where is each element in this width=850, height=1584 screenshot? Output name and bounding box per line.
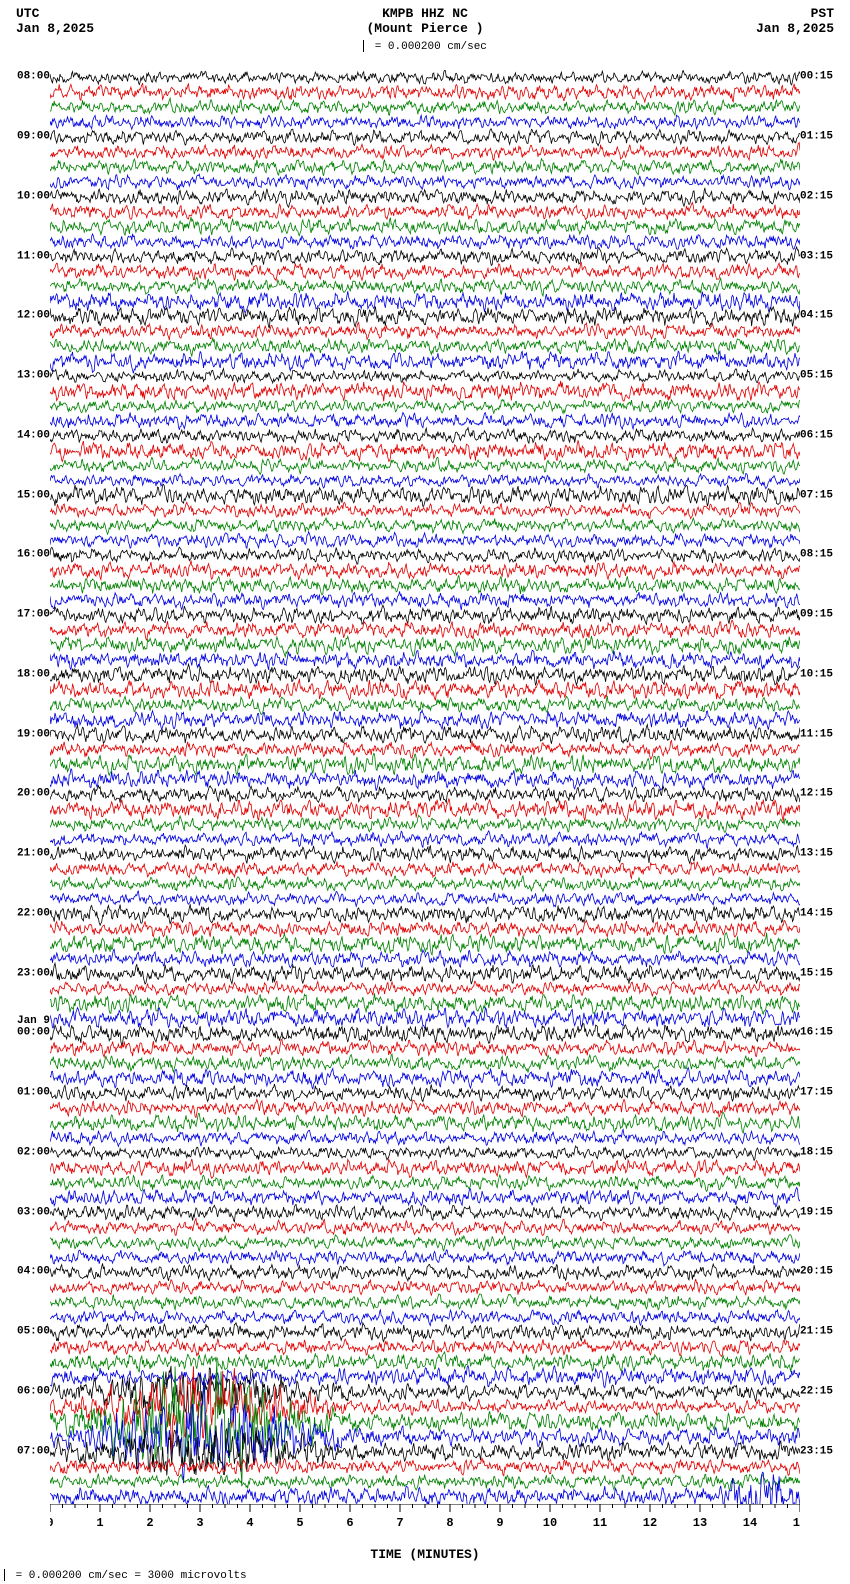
pst-hour-label: 21:15: [800, 1327, 848, 1338]
utc-day-break: Jan 9: [2, 1015, 50, 1027]
utc-hour-label: 23:00: [2, 968, 50, 979]
header-center: KMPB HHZ NC (Mount Pierce ): [0, 6, 850, 36]
utc-hour-label: 16:00: [2, 550, 50, 561]
svg-text:7: 7: [396, 1516, 403, 1530]
pst-hour-label: 19:15: [800, 1207, 848, 1218]
pst-hour-label: 18:15: [800, 1147, 848, 1158]
scale-bar-icon: [363, 40, 364, 52]
utc-hour-label: 04:00: [2, 1267, 50, 1278]
scale-text: = 0.000200 cm/sec: [375, 41, 487, 53]
svg-text:5: 5: [296, 1516, 303, 1530]
svg-text:0: 0: [50, 1516, 54, 1530]
footer-text: = 0.000200 cm/sec = 3000 microvolts: [16, 1570, 247, 1582]
pst-hour-label: 01:15: [800, 132, 848, 143]
svg-text:13: 13: [693, 1516, 707, 1530]
pst-hour-label: 10:15: [800, 669, 848, 680]
pst-hour-label: 08:15: [800, 550, 848, 561]
utc-hour-label: 08:00: [2, 72, 50, 83]
utc-hour-label: 01:00: [2, 1088, 50, 1099]
svg-text:4: 4: [246, 1516, 253, 1530]
pst-hour-label: 14:15: [800, 908, 848, 919]
pst-hour-label: 13:15: [800, 849, 848, 860]
utc-hour-label: 05:00: [2, 1327, 50, 1338]
date-right: Jan 8,2025: [756, 21, 834, 36]
x-axis-ticks: 0123456789101112131415: [50, 1504, 800, 1544]
utc-hour-label: 02:00: [2, 1147, 50, 1158]
station-name: (Mount Pierce ): [0, 21, 850, 36]
svg-text:8: 8: [446, 1516, 453, 1530]
station-code: KMPB HHZ NC: [0, 6, 850, 21]
svg-text:12: 12: [643, 1516, 657, 1530]
pst-hour-label: 16:15: [800, 1028, 848, 1039]
x-axis: 0123456789101112131415: [50, 1504, 800, 1544]
utc-hour-label: 12:00: [2, 311, 50, 322]
svg-text:10: 10: [543, 1516, 557, 1530]
utc-hour-label: 11:00: [2, 251, 50, 262]
pst-hour-label: 23:15: [800, 1446, 848, 1457]
svg-text:9: 9: [496, 1516, 503, 1530]
x-axis-title: TIME (MINUTES): [0, 1547, 850, 1562]
utc-hour-label: 13:00: [2, 371, 50, 382]
pst-time-labels: 00:15 01:15 02:15 03:15 04:15 05:15 06:15 07:15…: [800, 70, 848, 1504]
utc-hour-label: 06:00: [2, 1386, 50, 1397]
seismogram-page: UTC Jan 8,2025 KMPB HHZ NC (Mount Pierce…: [0, 0, 850, 1584]
utc-hour-label: 17:00: [2, 610, 50, 621]
scale-bar-icon: [4, 1569, 5, 1581]
svg-text:1: 1: [96, 1516, 103, 1530]
svg-text:14: 14: [743, 1516, 757, 1530]
footer-scale: = 0.000200 cm/sec = 3000 microvolts: [4, 1569, 247, 1582]
utc-hour-label: 00:00: [2, 1028, 50, 1039]
pst-hour-label: 09:15: [800, 610, 848, 621]
utc-hour-label: 22:00: [2, 908, 50, 919]
helicorder-traces: [50, 70, 800, 1504]
pst-hour-label: 11:15: [800, 729, 848, 740]
utc-hour-label: 21:00: [2, 849, 50, 860]
pst-hour-label: 02:15: [800, 191, 848, 202]
pst-hour-label: 00:15: [800, 72, 848, 83]
utc-hour-label: 20:00: [2, 789, 50, 800]
helicorder-plot: [50, 70, 800, 1504]
pst-hour-label: 04:15: [800, 311, 848, 322]
header-right: PST Jan 8,2025: [756, 6, 834, 36]
utc-hour-label: 14:00: [2, 430, 50, 441]
pst-hour-label: 06:15: [800, 430, 848, 441]
svg-text:2: 2: [146, 1516, 153, 1530]
pst-hour-label: 17:15: [800, 1088, 848, 1099]
pst-hour-label: 15:15: [800, 968, 848, 979]
pst-hour-label: 03:15: [800, 251, 848, 262]
utc-time-labels: 08:00 09:00 10:00 11:00 12:00 13:00 14:00 15:00…: [2, 70, 50, 1504]
utc-hour-label: 09:00: [2, 132, 50, 143]
header-scale: = 0.000200 cm/sec: [0, 40, 850, 53]
svg-text:11: 11: [593, 1516, 607, 1530]
utc-hour-label: 03:00: [2, 1207, 50, 1218]
utc-hour-label: 10:00: [2, 191, 50, 202]
utc-hour-label: 18:00: [2, 669, 50, 680]
pst-hour-label: 22:15: [800, 1386, 848, 1397]
utc-hour-label: 15:00: [2, 490, 50, 501]
utc-hour-label: 19:00: [2, 729, 50, 740]
svg-text:6: 6: [346, 1516, 353, 1530]
pst-hour-label: 07:15: [800, 490, 848, 501]
tz-right: PST: [756, 6, 834, 21]
svg-text:3: 3: [196, 1516, 203, 1530]
header: UTC Jan 8,2025 KMPB HHZ NC (Mount Pierce…: [0, 0, 850, 60]
pst-hour-label: 20:15: [800, 1267, 848, 1278]
pst-hour-label: 05:15: [800, 371, 848, 382]
utc-hour-label: 07:00: [2, 1446, 50, 1457]
pst-hour-label: 12:15: [800, 789, 848, 800]
svg-text:15: 15: [793, 1516, 800, 1530]
